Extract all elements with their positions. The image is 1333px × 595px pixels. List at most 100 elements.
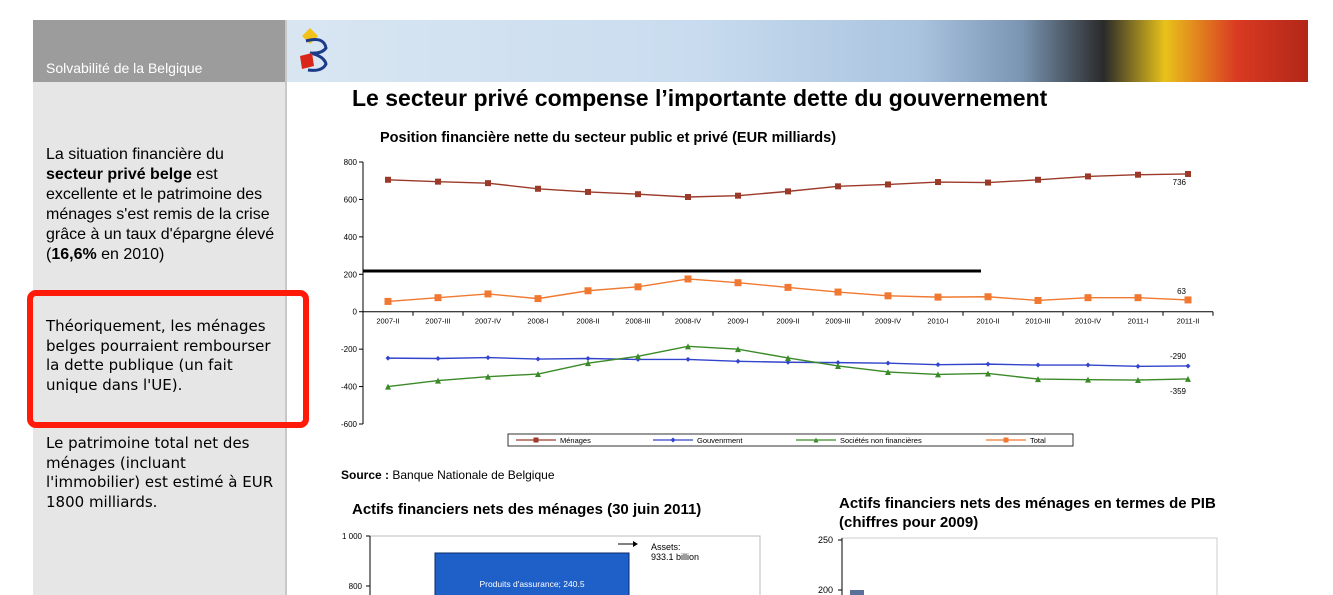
sidebar: Solvabilité de la Belgique <box>33 20 285 595</box>
point-societes <box>835 362 841 369</box>
x-tick-label: 2008-II <box>576 317 599 326</box>
bar-chart-pib: 250 200 <box>818 535 1218 595</box>
point-menages <box>585 188 591 195</box>
point-menages <box>785 188 791 195</box>
point-total <box>534 295 542 303</box>
point-menages <box>1135 171 1141 178</box>
x-tick-label: 2010-IV <box>1075 317 1101 326</box>
series-line-societes <box>387 345 1189 388</box>
main-title: Le secteur privé compense l’importante d… <box>352 85 1048 111</box>
point-societes <box>1135 377 1141 384</box>
legend-marker <box>813 437 819 443</box>
x-tick-label: 2007-II <box>376 317 399 326</box>
p1-bold-2: 16,6% <box>51 246 97 263</box>
y-tick-label: 0 <box>353 308 358 317</box>
point-menages <box>685 193 691 200</box>
sub-chart-2-title: Actifs financiers nets des ménages en te… <box>839 494 1216 532</box>
point-societes <box>435 377 441 384</box>
point-gouvernement <box>835 360 841 366</box>
x-tick-label: 2011-I <box>1128 317 1149 326</box>
sidebar-title: Solvabilité de la Belgique <box>46 60 203 76</box>
data-label: -290 <box>1170 352 1187 361</box>
point-gouvernement <box>1085 362 1091 368</box>
point-societes <box>1085 376 1091 383</box>
point-menages <box>735 192 741 199</box>
x-tick-label: 2007-III <box>425 317 450 326</box>
y-tick-1000: 1 000 <box>342 532 363 541</box>
data-labels: 736 63 -290 -359 <box>1170 178 1187 396</box>
y-tick-label: -400 <box>341 383 358 392</box>
point-gouvernement <box>1185 363 1191 369</box>
point-total <box>584 287 592 295</box>
point-total <box>1134 294 1142 302</box>
sub-chart-2-title-line1: Actifs financiers nets des ménages en te… <box>839 495 1216 512</box>
point-societes <box>485 373 491 380</box>
source-note: Source : Banque Nationale de Belgique <box>341 468 555 482</box>
sub-chart-2-title-line2: (chiffres pour 2009) <box>839 514 979 531</box>
point-societes <box>685 343 691 350</box>
point-gouvernement <box>985 361 991 367</box>
p1-text-3: en 2010) <box>96 246 165 263</box>
point-gouvernement <box>935 362 941 368</box>
source-label: Source : <box>341 468 390 482</box>
point-menages <box>935 179 941 186</box>
point-total <box>984 293 992 301</box>
x-tick-label: 2010-III <box>1025 317 1050 326</box>
x-tick-label: 2010-II <box>976 317 999 326</box>
point-total <box>434 294 442 302</box>
legend-label-total: Total <box>1030 436 1046 445</box>
point-menages <box>835 183 841 190</box>
point-menages <box>1035 176 1041 183</box>
x-tick-label: 2010-I <box>927 317 948 326</box>
point-menages <box>485 180 491 187</box>
sub-chart-1-title: Actifs financiers nets des ménages (30 j… <box>352 501 702 518</box>
source-text: Banque Nationale de Belgique <box>392 468 555 482</box>
y-axis: 800 600 400 200 0 -200 -400 -600 <box>341 158 364 429</box>
x-tick-label: 2009-IV <box>875 317 901 326</box>
point-total <box>834 288 842 296</box>
bar-label: Produits d'assurance; 240.5 <box>479 579 584 589</box>
point-total <box>384 297 392 305</box>
arrow-head <box>633 541 638 547</box>
point-menages <box>435 178 441 185</box>
point-menages <box>385 176 391 183</box>
point-total <box>1084 294 1092 302</box>
chart-title: Position financière nette du secteur pub… <box>380 130 837 146</box>
point-gouvernement <box>1135 363 1141 369</box>
plot-area <box>841 537 1218 595</box>
point-societes <box>585 360 591 367</box>
p1-bold-1: secteur privé belge <box>46 166 192 183</box>
top-margin <box>0 0 1333 20</box>
point-menages <box>1185 170 1191 177</box>
point-total <box>1184 296 1192 304</box>
point-gouvernement <box>735 358 741 364</box>
insurance-bar <box>434 552 630 595</box>
legend-label-societes: Sociétés non financières <box>840 436 922 445</box>
annotation-box <box>644 540 756 582</box>
y-tick-800: 800 <box>349 582 363 591</box>
x-tick-label: 2008-III <box>625 317 650 326</box>
point-societes <box>1185 375 1191 382</box>
y-tick-200: 200 <box>818 585 833 595</box>
point-menages <box>885 181 891 188</box>
point-societes <box>385 383 391 390</box>
point-total <box>484 290 492 298</box>
point-menages <box>985 179 991 186</box>
logo-icon <box>300 28 328 72</box>
data-label: 63 <box>1177 287 1186 296</box>
point-gouvernement <box>485 355 491 361</box>
x-tick-label: 2007-IV <box>475 317 501 326</box>
legend-marker <box>670 437 676 443</box>
highlight-box <box>27 290 309 428</box>
point-total <box>884 292 892 300</box>
y-tick-label: 400 <box>344 233 358 242</box>
x-tick-label: 2009-I <box>727 317 748 326</box>
annotation-line2: 933.1 billion <box>651 552 699 562</box>
sidebar-divider <box>285 20 287 595</box>
data-label: 736 <box>1173 178 1187 187</box>
y-tick-label: -200 <box>341 345 358 354</box>
data-label: -359 <box>1170 387 1187 396</box>
point-gouvernement <box>885 360 891 366</box>
sidebar-paragraph-3: Le patrimoine total net des ménages (inc… <box>46 434 274 511</box>
